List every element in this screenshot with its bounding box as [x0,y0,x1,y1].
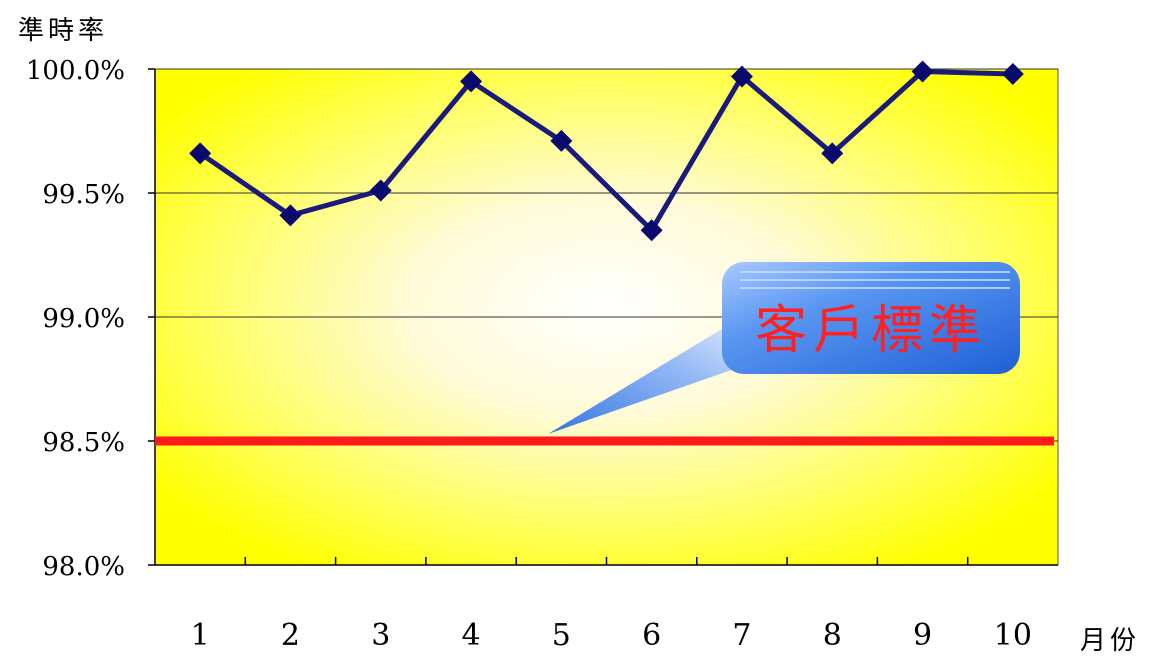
x-tick-label: 2 [281,618,300,648]
x-tick-label: 5 [552,618,571,648]
y-tick-label: 98.5% [42,428,125,458]
callout-box [722,262,1020,374]
x-tick-label: 7 [732,618,751,648]
callout-group: 客戶標準 [548,262,1020,434]
data-point [279,204,302,227]
callout-tail [548,318,760,434]
data-point [911,60,934,83]
x-tick-label: 1 [191,618,210,648]
data-point [640,219,663,242]
x-tick-label: 9 [913,618,932,648]
data-point [369,179,392,202]
data-point [730,65,753,88]
data-point [1001,62,1024,85]
data-point [550,129,573,152]
x-tick-label: 4 [462,618,481,648]
series-group [189,60,1024,242]
y-tick-label: 98.0% [42,552,125,582]
x-tick-label: 3 [371,618,390,648]
reference-line-label: 客戶標準 [755,301,987,361]
y-axis-title: 準時率 [18,16,109,46]
y-tick-label: 99.5% [42,180,125,210]
x-tick-label: 10 [994,618,1032,648]
x-tick-labels: 1 2 3 4 5 6 7 8 9 10 [191,618,1032,648]
data-point [821,142,844,165]
y-tick-label: 100.0% [26,56,125,86]
axes [148,68,1058,566]
series-line [198,68,1013,233]
x-tick-label: 8 [823,618,842,648]
y-tick-label: 99.0% [42,304,125,334]
x-tick-label: 6 [642,618,661,648]
y-tick-labels: 98.0% 98.5% 99.0% 99.5% 100.0% [26,56,125,582]
data-point [460,70,483,93]
data-point [189,142,212,165]
